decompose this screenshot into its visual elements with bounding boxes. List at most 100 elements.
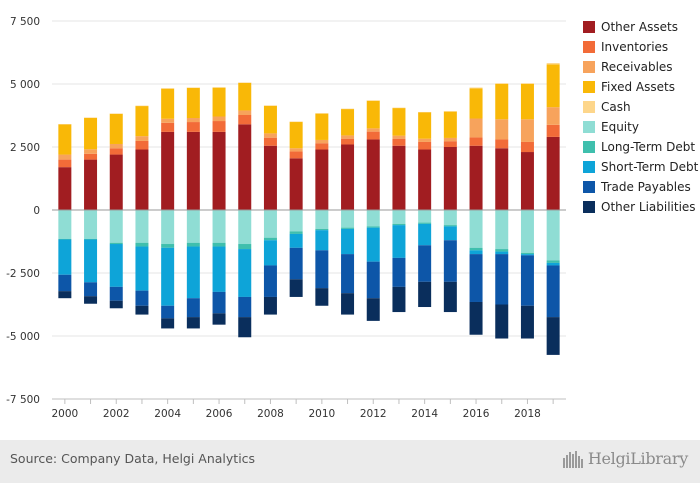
legend-swatch xyxy=(583,181,595,193)
bar-segment xyxy=(263,105,277,106)
bar-segment xyxy=(469,88,483,119)
legend-label: Other Assets xyxy=(601,20,678,34)
legend-label: Other Liabilities xyxy=(601,200,696,214)
x-tick-label: 2006 xyxy=(206,408,233,420)
y-tick-label: 0 xyxy=(33,205,40,217)
bar-segment xyxy=(520,254,534,256)
bar-segment xyxy=(161,118,175,123)
bar-segment xyxy=(315,288,329,306)
bar-segment xyxy=(186,210,200,243)
legend-item: Inventories xyxy=(583,37,698,57)
bar-segment xyxy=(341,210,355,228)
bar-segment xyxy=(186,298,200,318)
bar-segment xyxy=(469,145,483,210)
bar-segment xyxy=(212,291,226,314)
bar-segment xyxy=(495,84,509,120)
bar-segment xyxy=(495,139,509,149)
bar-segment xyxy=(392,138,406,146)
x-tick-label: 2002 xyxy=(103,408,130,420)
bar-segment xyxy=(546,63,560,65)
bar-segment xyxy=(546,124,560,137)
bar-segment xyxy=(84,282,98,297)
bar-segment xyxy=(289,121,303,123)
legend-item: Short-Term Debt xyxy=(583,157,698,177)
bar-segment xyxy=(418,111,432,113)
brand-logo: HelgiLibrary xyxy=(562,449,688,468)
bar-segment xyxy=(392,145,406,210)
bar-segment xyxy=(443,210,457,226)
legend-label: Trade Payables xyxy=(601,180,691,194)
legend-swatch xyxy=(583,141,595,153)
legend-label: Inventories xyxy=(601,40,669,54)
bar-segment xyxy=(366,298,380,321)
bar-segment xyxy=(495,251,509,255)
bar-segment xyxy=(495,83,509,84)
bar-segment xyxy=(495,210,509,250)
legend-item: Long-Term Debt xyxy=(583,137,698,157)
bar-segment xyxy=(58,124,72,155)
bar-segment xyxy=(84,238,98,240)
bar-segment xyxy=(546,210,560,261)
bar-segment xyxy=(443,226,457,241)
x-tick-label: 2008 xyxy=(257,408,284,420)
y-tick-label: -7 500 xyxy=(6,394,40,406)
bar-segment xyxy=(289,148,303,152)
bar-segment xyxy=(84,296,98,304)
bar-segment xyxy=(212,242,226,247)
bar-segment xyxy=(289,233,303,248)
bar-segment xyxy=(546,262,560,266)
bar-segment xyxy=(495,119,509,140)
bar-segment xyxy=(366,131,380,140)
bar-segment xyxy=(366,210,380,227)
bar-segment xyxy=(289,231,303,234)
bar-segment xyxy=(341,135,355,139)
bar-segment xyxy=(161,247,175,306)
bar-segment xyxy=(341,108,355,110)
bar-segment xyxy=(58,274,72,292)
bar-segment xyxy=(186,87,200,89)
bar-segment xyxy=(546,260,560,263)
bar-segment xyxy=(443,111,457,112)
bar-segment xyxy=(520,119,534,142)
y-tick-label: 5 000 xyxy=(10,79,40,91)
bar-segment xyxy=(546,317,560,355)
bar-segment xyxy=(263,265,277,297)
legend-label: Fixed Assets xyxy=(601,80,675,94)
bar-segment xyxy=(443,147,457,210)
bar-segment xyxy=(392,286,406,313)
bar-segment xyxy=(109,300,123,309)
legend-swatch xyxy=(583,161,595,173)
bar-segment xyxy=(366,100,380,129)
bar-segment xyxy=(469,254,483,302)
bar-segment xyxy=(495,254,509,305)
bar-segment xyxy=(469,210,483,248)
bar-segment xyxy=(341,293,355,315)
library-icon xyxy=(562,450,583,468)
bar-segment xyxy=(520,83,534,84)
bar-segment xyxy=(520,210,534,253)
legend-item: Other Liabilities xyxy=(583,197,698,217)
y-tick-label: 7 500 xyxy=(10,16,40,28)
bar-segment xyxy=(418,222,432,224)
bar-segment xyxy=(84,149,98,154)
bar-segment xyxy=(263,105,277,134)
bar-segment xyxy=(546,107,560,125)
bar-segment xyxy=(238,249,252,297)
bar-segment xyxy=(289,151,303,159)
bar-segment xyxy=(135,242,149,247)
bar-segment xyxy=(443,137,457,142)
bar-segment xyxy=(161,88,175,119)
bar-segment xyxy=(289,210,303,232)
source-text: Source: Company Data, Helgi Analytics xyxy=(10,451,256,466)
y-tick-label: 2 500 xyxy=(10,142,40,154)
bar-segment xyxy=(469,87,483,89)
bar-segment xyxy=(341,138,355,145)
bar-segment xyxy=(289,247,303,280)
bar-segment xyxy=(161,131,175,210)
bar-segment xyxy=(238,110,252,115)
bar-segment xyxy=(469,118,483,138)
legend-label: Receivables xyxy=(601,60,673,74)
bar-segment xyxy=(366,227,380,262)
bar-segment xyxy=(315,250,329,289)
bar-segment xyxy=(315,228,329,231)
